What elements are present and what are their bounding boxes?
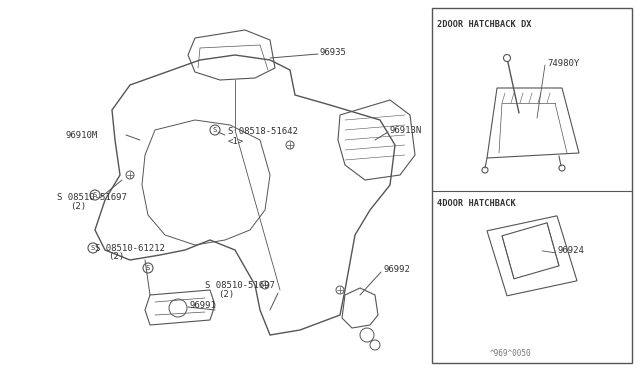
Text: (2): (2) (218, 289, 234, 298)
Text: 96935: 96935 (320, 48, 347, 57)
Text: S 08510-61212: S 08510-61212 (95, 244, 165, 253)
Circle shape (360, 328, 374, 342)
Text: (2): (2) (70, 202, 86, 211)
Text: S: S (146, 265, 150, 271)
Circle shape (88, 243, 98, 253)
Text: S: S (93, 192, 97, 198)
Circle shape (90, 190, 100, 200)
Circle shape (126, 171, 134, 179)
Circle shape (169, 299, 187, 317)
Text: 96992: 96992 (383, 266, 410, 275)
Circle shape (559, 165, 565, 171)
Circle shape (482, 167, 488, 173)
Text: 2DOOR HATCHBACK DX: 2DOOR HATCHBACK DX (437, 20, 531, 29)
Text: (2): (2) (108, 253, 124, 262)
Text: 96910M: 96910M (65, 131, 97, 140)
Bar (432, 8, 632, 363)
Text: S 08518-51642
<1>: S 08518-51642 <1> (228, 127, 298, 147)
Text: S: S (213, 127, 217, 133)
Text: 96924: 96924 (557, 246, 584, 255)
Text: 96913N: 96913N (390, 125, 422, 135)
Circle shape (210, 125, 220, 135)
Circle shape (504, 55, 511, 61)
Circle shape (336, 286, 344, 294)
Text: ^969^0050: ^969^0050 (490, 349, 532, 358)
Text: S: S (91, 245, 95, 251)
Circle shape (143, 263, 153, 273)
Text: 74980Y: 74980Y (547, 58, 579, 67)
Circle shape (370, 340, 380, 350)
Circle shape (261, 281, 269, 289)
Text: 96991: 96991 (190, 301, 217, 310)
Circle shape (286, 141, 294, 149)
Text: 4DOOR HATCHBACK: 4DOOR HATCHBACK (437, 199, 516, 208)
Text: S 08510-51697: S 08510-51697 (57, 192, 127, 202)
Text: S 08510-51697: S 08510-51697 (205, 280, 275, 289)
